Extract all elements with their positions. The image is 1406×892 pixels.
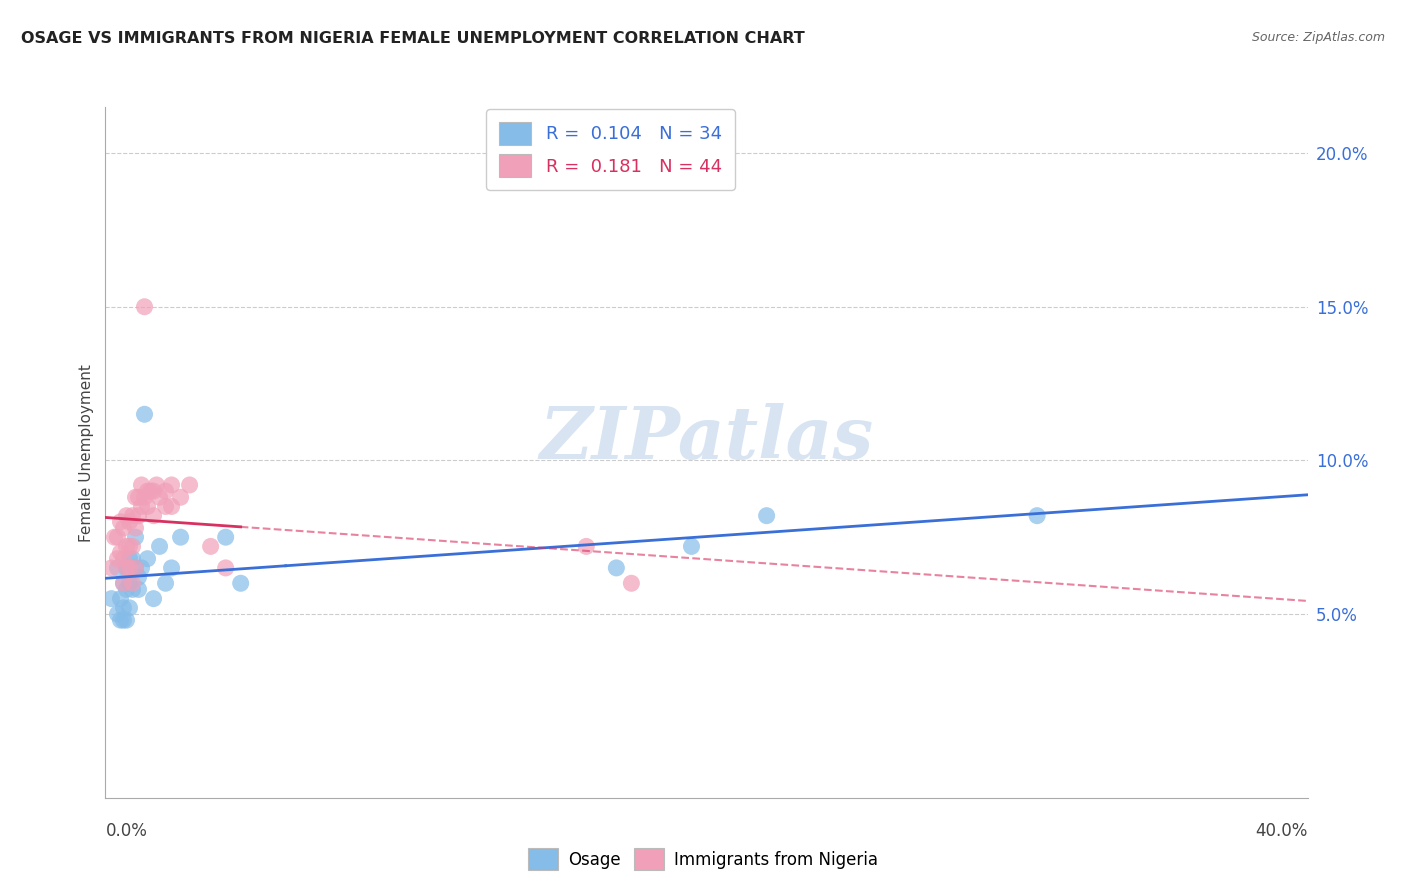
Point <box>160 500 183 514</box>
Point <box>112 600 135 615</box>
Point <box>200 540 222 554</box>
Point <box>131 500 153 514</box>
Text: 0.0%: 0.0% <box>105 822 148 840</box>
Point <box>118 600 141 615</box>
Point <box>107 530 129 544</box>
Point <box>121 508 143 523</box>
Point <box>121 551 143 566</box>
Legend: Osage, Immigrants from Nigeria: Osage, Immigrants from Nigeria <box>522 842 884 877</box>
Point <box>110 613 132 627</box>
Point <box>115 561 138 575</box>
Point <box>115 561 138 575</box>
Point <box>229 576 252 591</box>
Point <box>155 500 177 514</box>
Point <box>107 607 129 621</box>
Point <box>112 551 135 566</box>
Point <box>124 521 146 535</box>
Point <box>128 508 150 523</box>
Point <box>100 561 122 575</box>
Legend: R =  0.104   N = 34, R =  0.181   N = 44: R = 0.104 N = 34, R = 0.181 N = 44 <box>486 109 734 190</box>
Point <box>115 582 138 597</box>
Point <box>121 576 143 591</box>
Point <box>134 300 156 314</box>
Point <box>214 561 236 575</box>
Point <box>115 613 138 627</box>
Point <box>118 561 141 575</box>
Point <box>148 540 170 554</box>
Point <box>103 530 125 544</box>
Point <box>124 561 146 575</box>
Point <box>121 582 143 597</box>
Point <box>110 545 132 559</box>
Point <box>214 530 236 544</box>
Point <box>112 576 135 591</box>
Y-axis label: Female Unemployment: Female Unemployment <box>79 364 94 541</box>
Point <box>112 521 135 535</box>
Point <box>131 478 153 492</box>
Point <box>169 530 191 544</box>
Point <box>134 490 156 504</box>
Point <box>118 540 141 554</box>
Point <box>155 484 177 499</box>
Point <box>139 484 162 499</box>
Point <box>155 576 177 591</box>
Point <box>136 500 159 514</box>
Point <box>148 490 170 504</box>
Point <box>620 576 643 591</box>
Point <box>131 561 153 575</box>
Text: ZIPatlas: ZIPatlas <box>540 403 873 475</box>
Text: Source: ZipAtlas.com: Source: ZipAtlas.com <box>1251 31 1385 45</box>
Point <box>134 407 156 421</box>
Point <box>1026 508 1049 523</box>
Point <box>121 540 143 554</box>
Point <box>128 582 150 597</box>
Point <box>118 551 141 566</box>
Point <box>179 478 201 492</box>
Point <box>124 530 146 544</box>
Point <box>118 576 141 591</box>
Point <box>136 551 159 566</box>
Point <box>681 540 703 554</box>
Point <box>145 478 167 492</box>
Point <box>160 561 183 575</box>
Point <box>124 490 146 504</box>
Point <box>100 591 122 606</box>
Point <box>142 508 165 523</box>
Point <box>115 508 138 523</box>
Text: OSAGE VS IMMIGRANTS FROM NIGERIA FEMALE UNEMPLOYMENT CORRELATION CHART: OSAGE VS IMMIGRANTS FROM NIGERIA FEMALE … <box>21 31 804 46</box>
Point <box>755 508 778 523</box>
Point <box>169 490 191 504</box>
Point <box>136 484 159 499</box>
Point <box>160 478 183 492</box>
Point <box>128 490 150 504</box>
Point <box>118 515 141 529</box>
Point <box>107 561 129 575</box>
Point <box>107 551 129 566</box>
Point <box>605 561 627 575</box>
Point <box>128 570 150 584</box>
Point <box>575 540 598 554</box>
Point <box>115 540 138 554</box>
Point <box>110 515 132 529</box>
Point <box>142 591 165 606</box>
Point <box>110 591 132 606</box>
Point <box>124 561 146 575</box>
Point <box>142 484 165 499</box>
Text: 40.0%: 40.0% <box>1256 822 1308 840</box>
Point <box>112 613 135 627</box>
Point <box>112 576 135 591</box>
